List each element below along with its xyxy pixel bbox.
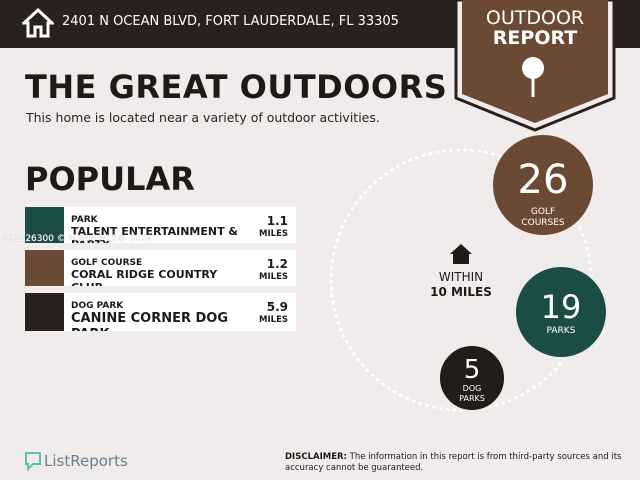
radius-label: 10 MILES bbox=[430, 285, 492, 299]
distance-unit: MILES bbox=[259, 229, 288, 239]
park-icon bbox=[25, 207, 64, 243]
logo-icon bbox=[25, 452, 41, 471]
place-row: GOLF COURSE CORAL RIDGE COUNTRY CLUB 1.2… bbox=[25, 250, 296, 286]
dog-icon bbox=[25, 293, 64, 331]
disclaimer-label: DISCLAIMER: bbox=[285, 452, 347, 462]
subtitle: This home is located near a variety of o… bbox=[26, 110, 380, 125]
category: PARK bbox=[71, 215, 98, 225]
banner: OUTDOOR REPORT bbox=[454, 0, 616, 132]
logo: ListReports bbox=[44, 452, 128, 470]
category: GOLF COURSE bbox=[71, 258, 143, 268]
place-row: DOG PARK CANINE CORNER DOG PARK 5.9 MILE… bbox=[25, 293, 296, 331]
stat-label: COURSES bbox=[521, 218, 565, 228]
stat-value: 19 bbox=[541, 288, 582, 326]
stat-label: GOLF bbox=[531, 207, 555, 217]
place-name: CORAL RIDGE COUNTRY CLUB bbox=[71, 268, 218, 286]
disclaimer: DISCLAIMER: The information in this repo… bbox=[285, 452, 625, 474]
home-icon bbox=[22, 8, 54, 38]
disclaimer-text: The information in this report is from t… bbox=[285, 452, 622, 473]
within-label: WITHIN bbox=[439, 270, 483, 284]
distance: 1.1 bbox=[266, 214, 288, 228]
place-name: CANINE CORNER DOG PARK bbox=[71, 311, 229, 331]
banner-line1: OUTDOOR bbox=[486, 7, 584, 29]
section-title: POPULAR bbox=[25, 160, 195, 198]
place-name: TALENT ENTERTAINMENT & PARTY bbox=[71, 225, 238, 243]
distance: 1.2 bbox=[266, 257, 288, 271]
stat-label: DOG bbox=[463, 384, 482, 393]
watermark: A11526300 © Miami MLS® 2024 bbox=[2, 234, 152, 244]
radius-graphic: WITHIN 10 MILES 26 GOLF COURSES 19 PARKS… bbox=[329, 133, 608, 412]
stat-value: 26 bbox=[518, 157, 569, 203]
banner-line2: REPORT bbox=[493, 27, 577, 49]
stat-value: 5 bbox=[464, 355, 481, 385]
address: 2401 N OCEAN BLVD, FORT LAUDERDALE, FL 3… bbox=[62, 14, 399, 29]
distance-unit: MILES bbox=[259, 272, 288, 282]
golf-icon bbox=[25, 250, 64, 286]
category: DOG PARK bbox=[71, 301, 124, 311]
stat-label: PARKS bbox=[459, 394, 485, 403]
distance-unit: MILES bbox=[259, 315, 288, 325]
stat-label: PARKS bbox=[547, 326, 576, 336]
title: THE GREAT OUTDOORS bbox=[25, 68, 448, 106]
distance: 5.9 bbox=[266, 300, 288, 314]
place-row: PARK TALENT ENTERTAINMENT & PARTY 1.1 MI… bbox=[25, 207, 296, 243]
